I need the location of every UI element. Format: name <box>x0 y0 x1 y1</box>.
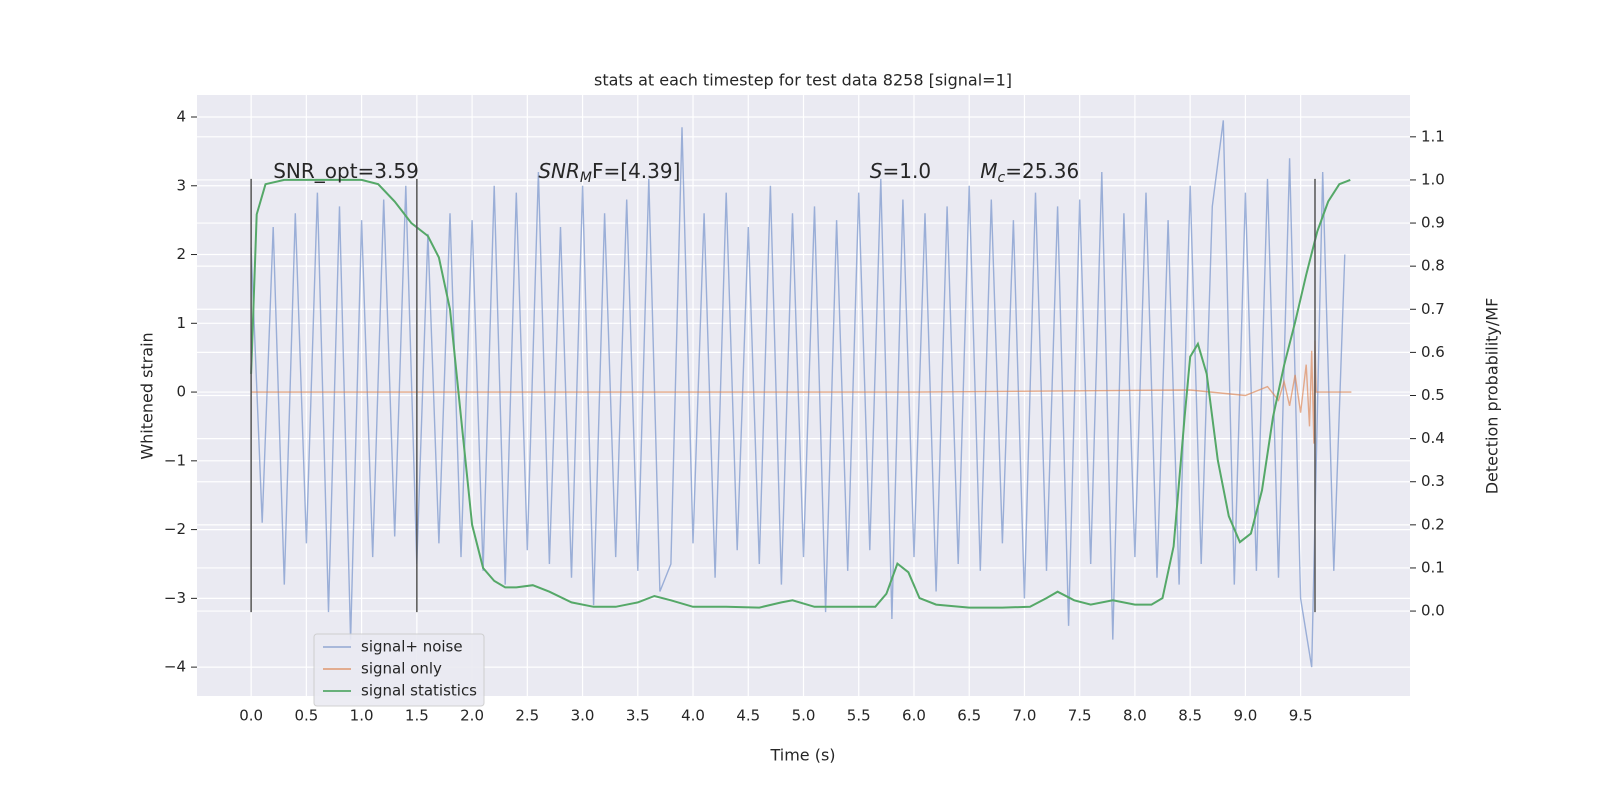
y-axis-label: Whitened strain <box>138 332 157 459</box>
legend-label: signal statistics <box>361 682 477 700</box>
legend-box <box>313 633 485 707</box>
x-tick-label: 7.0 <box>1013 707 1037 725</box>
x-tick-label: 1.5 <box>405 707 429 725</box>
y-tick-label: −3 <box>164 589 186 607</box>
x-tick-label: 9.5 <box>1289 707 1313 725</box>
y2-tick-label: 0.5 <box>1421 386 1445 404</box>
x-axis-label: Time (s) <box>769 746 835 765</box>
y2-tick-label: 0.9 <box>1421 214 1445 232</box>
annotation-text: SNR_opt=3.59 <box>273 159 419 183</box>
x-tick-label: 1.0 <box>350 707 374 725</box>
y-tick-label: 3 <box>176 176 186 194</box>
x-tick-label: 5.0 <box>792 707 816 725</box>
y-tick-label: −2 <box>164 520 186 538</box>
x-tick-label: 3.0 <box>571 707 595 725</box>
y2-axis-label: Detection probability/MF <box>1483 298 1502 495</box>
y2-tick-label: 0.2 <box>1421 515 1445 533</box>
annotation-tail: =25.36 <box>1005 159 1079 183</box>
annotation: Mc=25.36 <box>980 159 1079 187</box>
legend-label: signal only <box>361 660 442 678</box>
y2-tick-label: 0.4 <box>1421 429 1445 447</box>
x-tick-label: 7.5 <box>1068 707 1092 725</box>
y2-tick-label: 0.7 <box>1421 300 1445 318</box>
y2-tick-label: 0.3 <box>1421 472 1445 490</box>
x-tick-label: 8.0 <box>1123 707 1147 725</box>
y-tick-label: −1 <box>164 451 186 469</box>
y2-tick-label: 1.0 <box>1421 170 1445 188</box>
y-tick-label: 0 <box>176 383 186 401</box>
y-tick-label: 2 <box>176 245 186 263</box>
y-tick-label: 1 <box>176 314 186 332</box>
x-tick-label: 4.5 <box>736 707 760 725</box>
x-tick-label: 2.0 <box>460 707 484 725</box>
y-tick-label: 4 <box>176 108 186 126</box>
chart-title: stats at each timestep for test data 825… <box>594 71 1012 90</box>
x-tick-label: 4.0 <box>681 707 705 725</box>
annotation-tail: F=[4.39] <box>592 159 680 183</box>
annotation-italic: S <box>870 159 883 183</box>
x-tick-label: 0.0 <box>239 707 263 725</box>
series-line <box>250 120 1346 668</box>
y-tick-label: −4 <box>164 658 186 676</box>
x-tick-label: 6.5 <box>957 707 981 725</box>
y2-tick-label: 0.0 <box>1421 602 1445 620</box>
y2-tick-label: 0.6 <box>1421 343 1445 361</box>
annotation-sub: M <box>580 170 592 186</box>
x-tick-label: 8.5 <box>1178 707 1202 725</box>
y2-tick-label: 1.1 <box>1421 127 1445 145</box>
y2-tick-label: 0.1 <box>1421 558 1445 576</box>
annotation-sub: c <box>998 170 1006 186</box>
series-line <box>250 178 1351 609</box>
x-tick-label: 0.5 <box>294 707 318 725</box>
legend-label: signal+ noise <box>361 638 463 656</box>
x-tick-label: 2.5 <box>515 707 539 725</box>
y2-tick-label: 0.8 <box>1421 257 1445 275</box>
x-tick-label: 9.0 <box>1233 707 1257 725</box>
annotation: S=1.0 <box>870 159 931 183</box>
annotation: SNR_opt=3.59 <box>273 159 419 183</box>
annotation: SNRMF=[4.39] <box>538 159 680 187</box>
annotation-tail: =1.0 <box>882 159 931 183</box>
x-tick-label: 3.5 <box>626 707 650 725</box>
x-tick-label: 5.5 <box>847 707 871 725</box>
annotation-italic: M <box>980 159 997 183</box>
x-tick-label: 6.0 <box>902 707 926 725</box>
annotation-italic: SNR <box>538 159 580 183</box>
